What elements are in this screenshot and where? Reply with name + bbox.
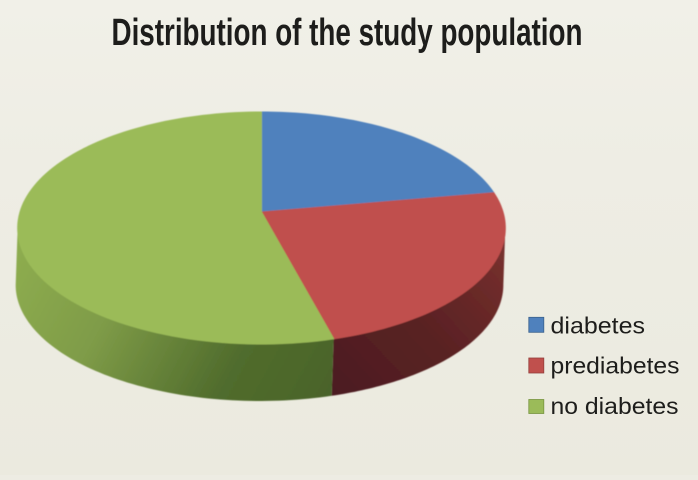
svg-text:no diabetes: no diabetes — [551, 393, 679, 419]
svg-text:Distribution of the study popu: Distribution of the study population — [112, 12, 583, 54]
svg-text:prediabetes: prediabetes — [551, 352, 680, 378]
svg-text:diabetes: diabetes — [551, 312, 646, 338]
